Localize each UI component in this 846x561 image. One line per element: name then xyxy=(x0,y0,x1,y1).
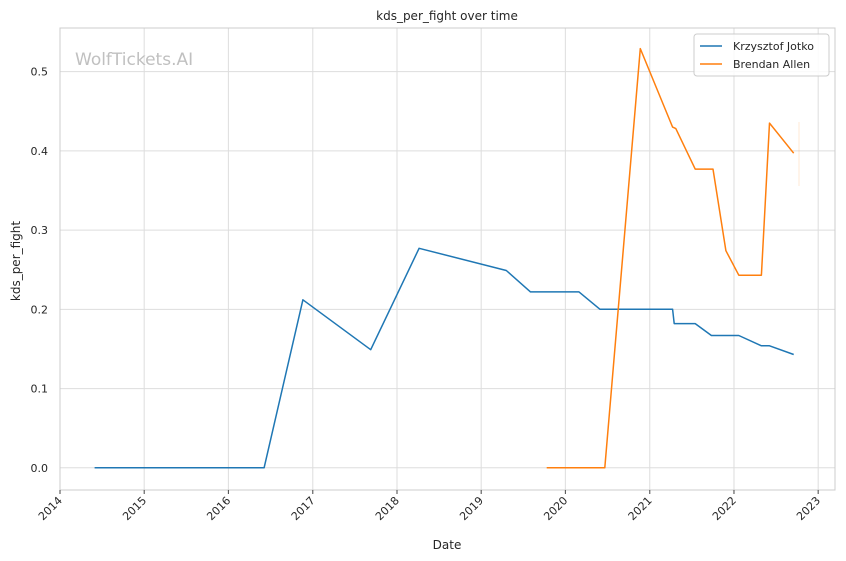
y-tick-label: 0.3 xyxy=(31,224,49,237)
y-tick-label: 0.1 xyxy=(31,383,49,396)
y-tick-label: 0.0 xyxy=(31,462,49,475)
y-tick-label: 0.5 xyxy=(31,66,49,79)
series-lines xyxy=(94,47,795,469)
legend: Krzysztof Jotko Brendan Allen xyxy=(693,33,830,77)
chart-title: kds_per_fight over time xyxy=(376,9,518,23)
series-line-krzysztof-jotko xyxy=(94,247,794,469)
x-axis-label: Date xyxy=(433,538,462,552)
legend-label-jotko: Krzysztof Jotko xyxy=(733,40,814,53)
watermark: WolfTickets.AI xyxy=(75,50,193,70)
series-line-brendan-allen xyxy=(546,47,795,469)
y-tick-label: 0.4 xyxy=(31,145,49,158)
plot-frame xyxy=(59,27,836,491)
y-tick-label: 0.2 xyxy=(31,303,49,316)
legend-label-allen: Brendan Allen xyxy=(733,58,810,71)
y-axis-label: kds_per_fight xyxy=(9,221,23,302)
legend-box xyxy=(693,33,830,77)
y-axis-ticks: 0.0 0.1 0.2 0.3 0.4 0.5 xyxy=(31,66,49,475)
